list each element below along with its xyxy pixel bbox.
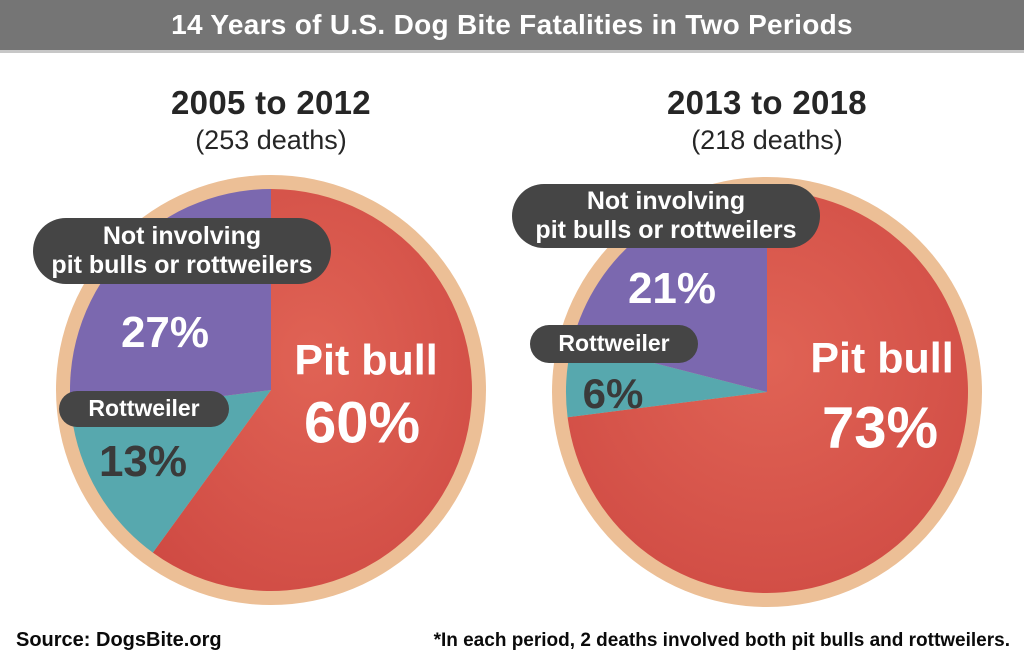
- rottweiler-label-left: Rottweiler: [88, 395, 200, 422]
- not-involving-line1-right: Not involving: [586, 186, 746, 215]
- source-text: Source: DogsBite.org: [16, 629, 222, 651]
- pct-rottweiler-left: 13%: [98, 437, 188, 486]
- pitbull-label-right: Pit bull: [810, 334, 954, 383]
- not-involving-line1-left: Not involving: [102, 221, 262, 250]
- pct-other-left: 27%: [120, 308, 210, 357]
- pitbull-label-left: Pit bull: [294, 336, 438, 385]
- footnote-text: *In each period, 2 deaths involved both …: [433, 630, 1010, 651]
- pie-slice-pit-bull: [152, 189, 472, 591]
- rottweiler-label-right: Rottweiler: [558, 330, 670, 357]
- label-pill-not-involving-right: Not involving pit bulls or rottweilers: [512, 184, 820, 248]
- right-period-label: 2013 to 2018: [667, 84, 867, 121]
- not-involving-line2-left: pit bulls or rottweilers: [51, 251, 313, 279]
- not-involving-line2-right: pit bulls or rottweilers: [535, 216, 797, 244]
- left-period-label: 2005 to 2012: [171, 84, 371, 121]
- left-chart-header: 2005 to 2012 (253 deaths): [61, 84, 481, 156]
- left-deaths-label: (253 deaths): [195, 125, 347, 155]
- pct-pitbull-left: 60%: [303, 390, 421, 456]
- pct-rottweiler-right: 6%: [582, 370, 644, 417]
- pie-slice-pit-bull: [567, 191, 968, 593]
- pct-pitbull-right: 73%: [821, 395, 939, 461]
- pie-slice-rottweiler: [71, 390, 271, 553]
- right-deaths-label: (218 deaths): [691, 125, 843, 155]
- label-pill-not-involving-left: Not involving pit bulls or rottweilers: [33, 218, 331, 284]
- chart-title: 14 Years of U.S. Dog Bite Fatalities in …: [171, 9, 853, 40]
- pct-other-right: 21%: [627, 264, 717, 313]
- right-chart-header: 2013 to 2018 (218 deaths): [557, 84, 977, 156]
- label-pill-rottweiler-left: Rottweiler: [59, 391, 229, 427]
- label-pill-rottweiler-right: Rottweiler: [530, 325, 698, 363]
- chart-title-bar: 14 Years of U.S. Dog Bite Fatalities in …: [0, 0, 1024, 53]
